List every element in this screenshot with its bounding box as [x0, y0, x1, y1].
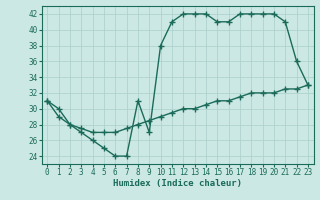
X-axis label: Humidex (Indice chaleur): Humidex (Indice chaleur)	[113, 179, 242, 188]
